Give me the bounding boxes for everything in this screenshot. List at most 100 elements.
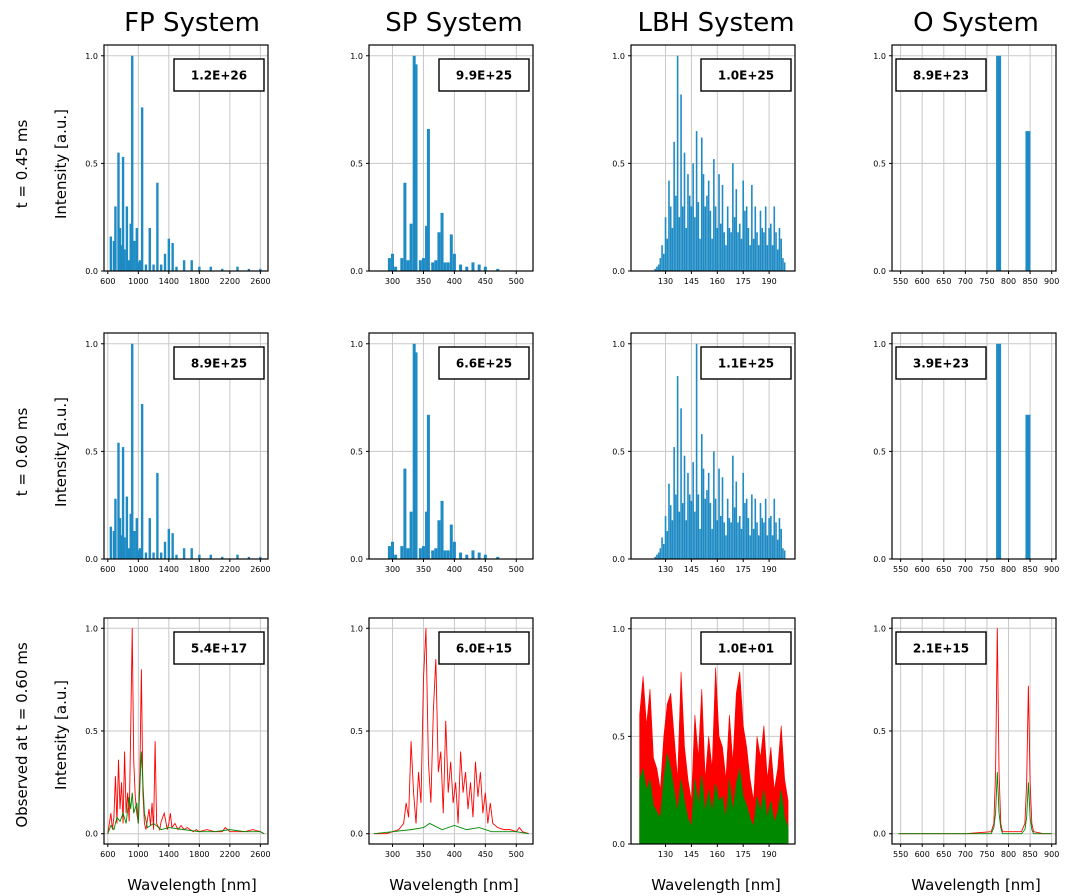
bar-lbh-045-40: [723, 232, 726, 271]
bar-fp-045-27: [190, 260, 193, 271]
bar-lbh-045-48: [737, 232, 739, 271]
bar-lbh-045-49: [738, 223, 741, 271]
bar-lbh-045-7: [666, 238, 669, 271]
bar-sp-060-20: [452, 541, 456, 559]
bar-o-045-0: [996, 55, 1002, 272]
bar-lbh-060-1: [656, 554, 658, 559]
bar-fp-060-23: [167, 528, 171, 559]
panel-o-060: 550 600 650 700 750 800 850 900 0.0 0.5 1.0 3.9E+23: [873, 332, 1059, 574]
badge-box-lbh-060: [700, 346, 792, 380]
bar-lbh-060-21: [690, 500, 693, 559]
xtick-label-o-045-2: 650: [936, 277, 951, 286]
bar-fp-045-2: [114, 206, 117, 271]
ytick-label-o-060-1: 0.5: [873, 447, 886, 456]
bar-fp-045-3: [117, 152, 120, 271]
bar-fp-045-17: [144, 264, 148, 271]
bar-fp-045-32: [247, 268, 251, 271]
ytick-label-o-obs-0: 0.0: [873, 830, 886, 839]
bar-sp-060-21: [459, 552, 463, 559]
ytick-label-o-obs-2: 1.0: [873, 624, 886, 633]
bar-lbh-060-46: [733, 507, 736, 559]
ytick-label-lbh-obs-2: 1.0: [612, 625, 625, 634]
bar-fp-060-8: [125, 496, 129, 559]
ytick-label-fp-obs-0: 0.0: [85, 830, 98, 839]
frame-o-045: [891, 44, 1057, 272]
bar-lbh-060-58: [754, 498, 757, 559]
bar-lbh-045-63: [763, 232, 765, 271]
bar-lbh-045-10: [671, 227, 674, 271]
bar-lbh-060-3: [659, 548, 662, 559]
bar-lbh-060-51: [742, 472, 745, 559]
frame-o-060: [891, 332, 1057, 560]
xtick-label-lbh-060-1: 145: [684, 565, 699, 574]
bar-lbh-045-35: [714, 206, 717, 271]
bar-sp-045-16: [440, 212, 444, 271]
bar-lbh-060-72: [778, 518, 781, 559]
bar-lbh-060-10: [671, 520, 674, 559]
bar-lbh-060-54: [747, 518, 750, 559]
frame-lbh-obs: [630, 617, 796, 845]
bar-sp-060-8: [414, 352, 418, 559]
panel-lbh-060: 130 145 160 175 190 0.0 0.5 1.0 1.1E+25: [612, 332, 796, 574]
bar-lbh-045-75: [783, 262, 786, 271]
y-axis-labels: Intensity [a.u.] Intensity [a.u.] Intens…: [52, 109, 70, 790]
bar-lbh-060-8: [668, 483, 670, 559]
panel-lbh-obs: 130 145 160 175 190 0.0 0.5 1.0 1.0E+01: [612, 617, 796, 859]
bar-lbh-045-57: [752, 238, 755, 271]
y-axis-label-row1: Intensity [a.u.]: [52, 397, 70, 507]
bar-fp-045-11: [131, 55, 134, 272]
bar-fp-060-4: [118, 518, 122, 559]
frame-sp-045: [368, 44, 534, 272]
bar-lbh-060-59: [756, 522, 758, 559]
bar-lbh-060-68: [771, 535, 774, 559]
xtick-label-lbh-obs-4: 190: [761, 850, 776, 859]
ytick-label-sp-obs-1: 0.5: [350, 727, 363, 736]
xtick-label-lbh-060-4: 190: [761, 565, 776, 574]
bar-fp-060-27: [190, 548, 193, 559]
badge-box-fp-obs: [173, 631, 265, 665]
bar-lbh-060-23: [694, 511, 696, 559]
bar-lbh-060-31: [707, 472, 710, 559]
bar-lbh-060-53: [745, 498, 748, 559]
xtick-label-sp-045-1: 350: [416, 277, 431, 286]
xtick-label-o-045-3: 700: [958, 277, 973, 286]
bar-sp-060-11: [425, 511, 429, 559]
ytick-label-o-060-0: 0.0: [873, 555, 886, 564]
bar-lbh-045-30: [706, 195, 708, 271]
bar-fp-060-18: [148, 518, 151, 559]
bar-lbh-045-0: [654, 268, 656, 271]
xtick-label-sp-045-4: 500: [509, 277, 524, 286]
xtick-label-fp-045-5: 2600: [250, 277, 270, 286]
xtick-label-o-045-5: 800: [1001, 277, 1016, 286]
badge-fp-obs: 5.4E+17: [191, 642, 247, 656]
xtick-label-lbh-060-3: 175: [736, 565, 751, 574]
series-fp-obs-red: [107, 628, 265, 835]
bar-lbh-045-52: [744, 210, 746, 271]
bar-lbh-045-9: [669, 206, 672, 271]
bar-fp-045-0: [109, 236, 113, 271]
xtick-label-sp-060-4: 500: [509, 565, 524, 574]
bar-lbh-045-54: [747, 227, 750, 271]
bar-lbh-045-65: [766, 245, 769, 271]
bar-lbh-045-59: [756, 232, 758, 271]
bar-sp-060-26: [496, 556, 500, 559]
xtick-label-o-045-1: 600: [915, 277, 930, 286]
ytick-label-sp-060-0: 0.0: [350, 555, 363, 564]
bar-sp-060-7: [412, 343, 416, 559]
xtick-label-fp-045-4: 2200: [220, 277, 240, 286]
bar-fp-060-20: [156, 472, 159, 559]
xtick-label-fp-060-3: 1800: [189, 565, 209, 574]
row-label-observed: Observed at t = 0.60 ms: [13, 642, 31, 828]
bar-lbh-045-2: [657, 264, 660, 271]
bar-sp-060-0: [387, 546, 391, 559]
bar-sp-060-18: [446, 550, 450, 559]
bar-lbh-045-51: [742, 180, 745, 271]
xtick-label-fp-obs-3: 1800: [189, 850, 209, 859]
xtick-label-fp-060-1: 1000: [128, 565, 148, 574]
bar-lbh-045-11: [673, 141, 675, 271]
frame-sp-060: [368, 332, 534, 560]
bar-lbh-060-45: [732, 455, 734, 559]
series-fp-obs-green: [107, 751, 265, 835]
bar-lbh-060-41: [725, 535, 727, 559]
bar-lbh-045-39: [721, 184, 724, 271]
